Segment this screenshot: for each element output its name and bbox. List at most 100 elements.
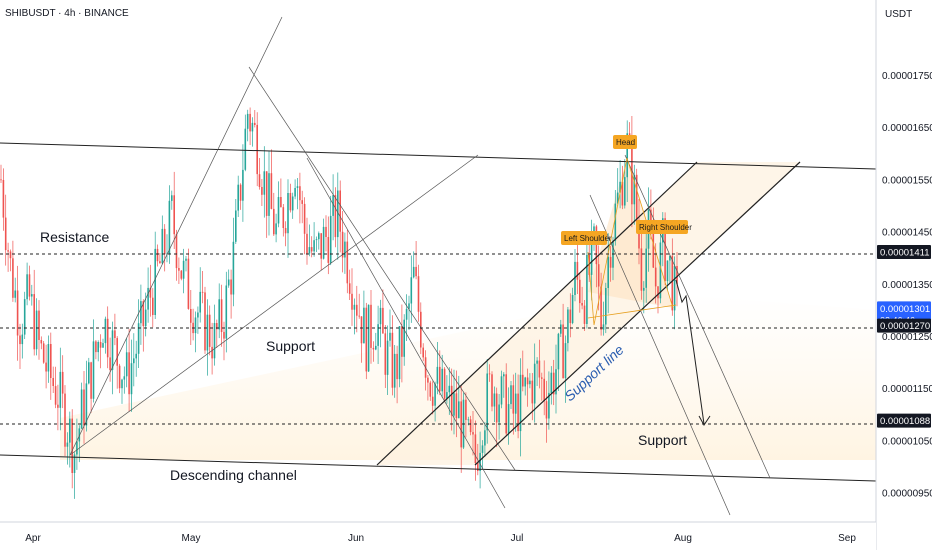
- candle-body: [583, 305, 586, 324]
- candle-body: [137, 323, 140, 354]
- candle-body: [605, 288, 607, 325]
- candle-body: [479, 452, 481, 471]
- candle-body: [315, 239, 318, 241]
- candle-body: [277, 197, 280, 224]
- candle-body: [341, 231, 344, 258]
- candle-body: [147, 287, 149, 310]
- x-tick-label: May: [182, 533, 201, 544]
- candle-body: [519, 374, 522, 432]
- candle-body: [306, 233, 308, 254]
- resistance-label: Resistance: [40, 229, 109, 245]
- left-shoulder-label: Left Shoulder: [564, 234, 612, 243]
- candle-body: [543, 378, 545, 402]
- candle-body: [427, 377, 429, 383]
- candle-body: [171, 195, 173, 201]
- candle-body: [206, 314, 209, 351]
- x-tick-labels: Apr May Jun Jul Aug Sep: [25, 533, 856, 544]
- candle-body: [19, 335, 21, 345]
- y-tick-label: 0.00001050: [882, 436, 932, 447]
- candle-body: [439, 366, 441, 392]
- candle-body: [213, 323, 216, 359]
- y-tick-label: 0.00001550: [882, 175, 932, 186]
- time-axis[interactable]: Apr May Jun Jul Aug Sep: [0, 521, 876, 550]
- candle-body: [602, 324, 605, 330]
- candle-body: [510, 385, 512, 405]
- candle-body: [631, 140, 633, 205]
- candle-body: [273, 208, 275, 235]
- candle-body: [484, 430, 486, 446]
- head-label: Head: [616, 138, 635, 147]
- x-tick-label: Jul: [511, 533, 524, 544]
- candle-body: [123, 376, 126, 380]
- candle-body: [550, 372, 553, 393]
- candle-body: [536, 360, 538, 364]
- candle-body: [16, 290, 19, 336]
- candle-body: [130, 363, 133, 395]
- candle-body: [538, 360, 541, 378]
- y-tick-label: 0.00001250: [882, 332, 932, 343]
- rising-channel-fill: [377, 162, 800, 465]
- candle-body: [246, 113, 249, 129]
- candle-body: [42, 343, 45, 363]
- candle-body: [57, 404, 59, 408]
- candle-body: [640, 248, 643, 291]
- candle-body: [239, 184, 242, 201]
- candle-body: [223, 331, 225, 339]
- x-tick-label: Aug: [674, 533, 692, 544]
- candle-body: [465, 399, 467, 420]
- candle-body: [517, 393, 519, 432]
- y-tick-label: 0.00000950: [882, 489, 932, 500]
- candle-body: [450, 385, 453, 416]
- candle-body: [391, 332, 394, 388]
- candle-body: [434, 383, 436, 406]
- candle-body: [422, 347, 424, 358]
- candle-body: [80, 389, 83, 429]
- candle-body: [505, 374, 507, 434]
- candle-body: [102, 343, 104, 348]
- candle-body: [382, 307, 384, 334]
- candle-body: [144, 309, 147, 327]
- support-label-right: Support: [638, 432, 687, 448]
- candle-body: [495, 393, 498, 423]
- fan-line-5: [589, 194, 731, 516]
- candle-body: [289, 193, 292, 211]
- candle-body: [348, 283, 351, 294]
- candle-body: [545, 401, 548, 419]
- trend-lines: [0, 16, 877, 516]
- candle-body: [548, 392, 550, 419]
- candle-body: [21, 334, 24, 345]
- candle-body: [249, 113, 251, 132]
- candle-body: [204, 292, 206, 351]
- resistance-channel-top: [0, 142, 877, 170]
- candle-body: [296, 186, 299, 188]
- candle-body: [92, 341, 95, 399]
- candle-body: [99, 342, 102, 348]
- candle-body: [173, 195, 175, 235]
- candle-body: [76, 441, 78, 455]
- candle-body: [477, 463, 479, 471]
- candle-body: [47, 344, 50, 372]
- candle-body: [410, 277, 413, 304]
- candle-body: [379, 307, 382, 325]
- fan-line-1: [69, 16, 283, 456]
- candle-body: [616, 192, 619, 204]
- candle-body: [401, 326, 403, 357]
- x-tick-label: Apr: [25, 533, 41, 544]
- candle-body: [185, 258, 187, 261]
- candle-body: [121, 379, 123, 389]
- candle-body: [180, 270, 183, 279]
- candle-body: [208, 314, 211, 347]
- candle-body: [420, 311, 422, 348]
- candle-body: [337, 190, 339, 238]
- candle-body: [28, 274, 31, 297]
- candle-body: [626, 133, 628, 178]
- price-axis[interactable]: USDT 0.000017500.000016500.000015500.000…: [875, 0, 932, 550]
- candle-body: [325, 226, 327, 237]
- candle-body: [562, 324, 564, 379]
- candle-body: [412, 266, 415, 278]
- candle-body: [512, 385, 515, 414]
- candle-body: [474, 434, 477, 463]
- descending-channel-bottom: [0, 454, 877, 482]
- right-shoulder-callout: Right Shoulder: [636, 220, 692, 234]
